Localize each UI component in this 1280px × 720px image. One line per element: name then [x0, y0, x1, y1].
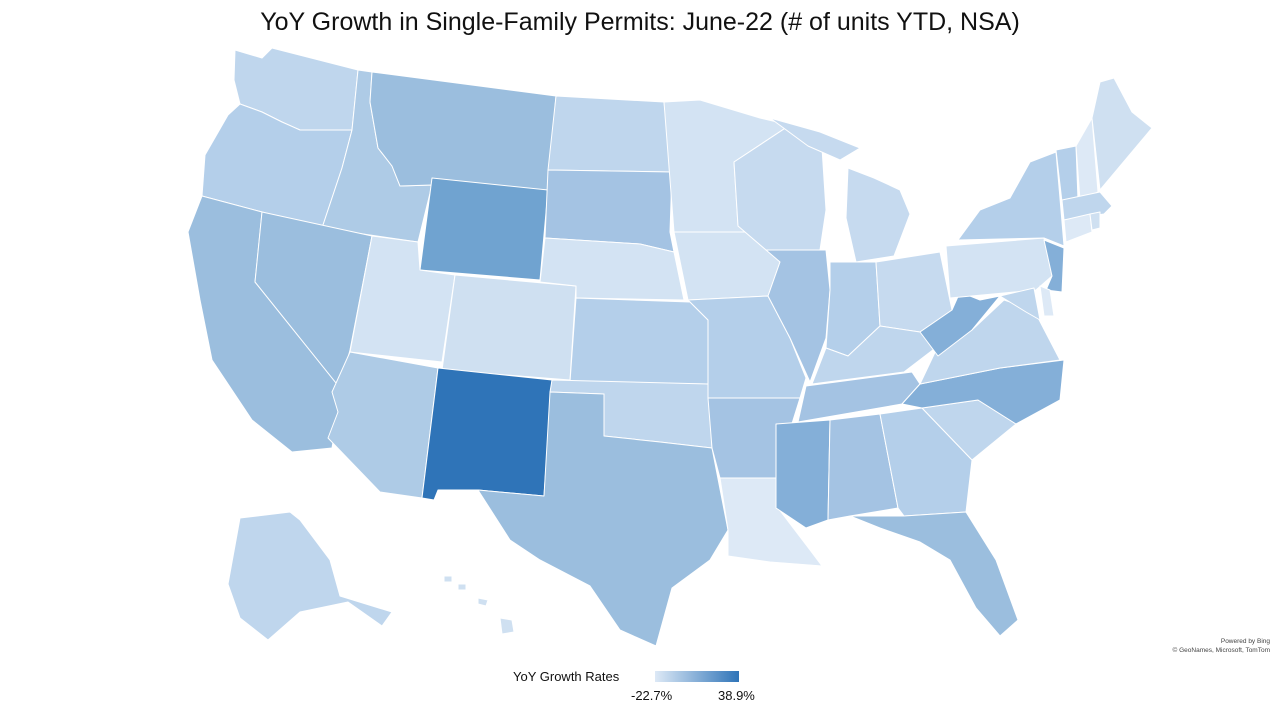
- state-arizona[interactable]: [327, 351, 439, 499]
- state-illinois[interactable]: [765, 249, 831, 383]
- state-new-jersey[interactable]: [1043, 239, 1065, 293]
- state-alabama[interactable]: [827, 413, 899, 521]
- state-colorado[interactable]: [441, 274, 577, 381]
- state-new-york[interactable]: [957, 151, 1065, 247]
- legend-max-label: 38.9%: [718, 688, 755, 703]
- state-delaware[interactable]: [1039, 285, 1055, 317]
- state-kentucky[interactable]: [811, 325, 939, 385]
- legend-min-label: -22.7%: [631, 688, 673, 703]
- legend-gradient-bar: [655, 671, 739, 682]
- legend-title: YoY Growth Rates: [513, 669, 620, 684]
- state-hawaii[interactable]: [443, 575, 515, 635]
- credit-sources: © GeoNames, Microsoft, TomTom: [1172, 647, 1271, 654]
- state-maine[interactable]: [1091, 77, 1153, 191]
- state-maryland[interactable]: [999, 287, 1041, 321]
- state-new-mexico[interactable]: [421, 367, 553, 501]
- state-kansas[interactable]: [569, 297, 709, 385]
- map-title: YoY Growth in Single-Family Permits: Jun…: [260, 8, 1020, 36]
- state-alaska[interactable]: [227, 511, 393, 641]
- state-michigan[interactable]: [845, 167, 911, 263]
- state-montana[interactable]: [369, 71, 557, 191]
- state-florida[interactable]: [849, 511, 1019, 637]
- state-rhode-island[interactable]: [1089, 211, 1101, 231]
- state-west-virginia[interactable]: [919, 291, 1001, 357]
- state-connecticut[interactable]: [1063, 213, 1093, 243]
- state-texas[interactable]: [477, 391, 729, 647]
- map-credit: Powered by Bing © GeoNames, Microsoft, T…: [1173, 637, 1271, 655]
- state-nebraska[interactable]: [539, 237, 685, 301]
- credit-powered-by: Powered by Bing: [1220, 638, 1270, 645]
- state-north-dakota[interactable]: [547, 95, 673, 173]
- state-mississippi[interactable]: [775, 419, 831, 529]
- state-wyoming[interactable]: [419, 177, 549, 281]
- state-pennsylvania[interactable]: [945, 237, 1053, 299]
- state-michigan-upper[interactable]: [769, 117, 861, 161]
